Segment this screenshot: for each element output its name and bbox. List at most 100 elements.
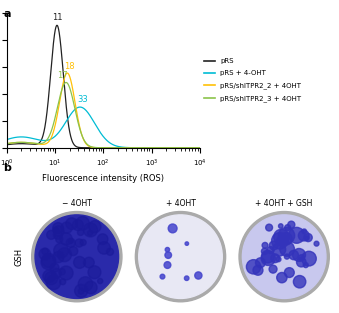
Circle shape [42,253,56,267]
Circle shape [195,272,202,279]
Circle shape [284,254,290,259]
Circle shape [305,236,309,240]
Circle shape [78,288,84,294]
Circle shape [50,263,59,272]
Text: b: b [3,163,11,173]
Circle shape [246,259,261,274]
Circle shape [314,241,319,246]
Circle shape [53,227,58,233]
Text: 33: 33 [78,95,88,105]
Circle shape [253,265,263,275]
Circle shape [298,230,309,241]
Circle shape [293,249,305,261]
Circle shape [68,239,74,244]
Circle shape [98,279,103,284]
Circle shape [66,238,75,248]
Circle shape [73,220,83,231]
Circle shape [60,233,72,245]
Circle shape [164,262,171,269]
Text: 17: 17 [57,71,67,80]
Circle shape [42,248,48,255]
Circle shape [261,248,268,254]
Circle shape [32,212,122,302]
Circle shape [298,255,304,261]
Text: GSH: GSH [15,248,23,266]
Circle shape [39,248,51,260]
Text: 18: 18 [64,62,75,71]
Circle shape [139,215,222,298]
Legend: pRS, pRS + 4-OHT, pRS/shITPR2_2 + 4OHT, pRS/shITPR2_3 + 4OHT: pRS, pRS + 4-OHT, pRS/shITPR2_2 + 4OHT, … [201,55,304,105]
Circle shape [43,270,55,282]
Circle shape [76,217,89,230]
X-axis label: Fluorescence intensity (ROS): Fluorescence intensity (ROS) [42,174,164,183]
Title: + 4OHT + GSH: + 4OHT + GSH [256,199,313,208]
Circle shape [266,224,273,231]
Circle shape [304,233,312,242]
Circle shape [303,263,308,268]
Circle shape [271,254,279,263]
Text: a: a [3,9,11,19]
Circle shape [52,268,61,278]
Circle shape [98,242,110,254]
Circle shape [293,275,306,288]
Circle shape [269,265,277,273]
Circle shape [54,226,64,236]
Circle shape [77,229,84,235]
Circle shape [135,212,226,302]
Circle shape [284,268,294,278]
Circle shape [89,221,101,233]
Circle shape [160,274,165,279]
Circle shape [261,250,274,263]
Circle shape [54,243,68,258]
Circle shape [256,258,265,268]
Circle shape [75,284,88,297]
Circle shape [277,272,287,283]
Circle shape [83,223,98,237]
Circle shape [66,218,78,229]
Circle shape [59,269,65,275]
Circle shape [280,233,292,245]
Circle shape [80,239,86,245]
Circle shape [165,248,170,252]
Circle shape [106,248,114,255]
Circle shape [168,224,177,233]
Circle shape [279,224,283,228]
Circle shape [262,243,268,248]
Circle shape [289,250,298,260]
Circle shape [274,229,289,244]
Title: − 4OHT: − 4OHT [62,199,92,208]
Circle shape [46,275,61,290]
Circle shape [74,256,85,268]
Circle shape [84,281,97,294]
Circle shape [84,257,94,268]
Circle shape [277,236,286,246]
Circle shape [288,227,304,243]
Circle shape [242,215,326,298]
Circle shape [269,241,278,250]
Circle shape [59,266,73,280]
Circle shape [53,251,64,263]
Circle shape [60,279,66,285]
Circle shape [97,234,108,244]
Circle shape [261,251,275,265]
Text: 11: 11 [52,13,62,22]
Circle shape [53,223,63,233]
Circle shape [278,227,295,244]
Circle shape [285,225,291,230]
Circle shape [88,266,101,279]
Circle shape [35,215,119,298]
Circle shape [87,230,93,235]
Circle shape [58,248,72,262]
Circle shape [45,272,58,285]
Circle shape [239,212,329,302]
Circle shape [69,247,78,256]
Circle shape [41,255,56,269]
Circle shape [61,222,72,233]
Circle shape [302,251,316,266]
Circle shape [288,221,295,228]
Circle shape [302,229,306,233]
Circle shape [165,252,172,259]
Circle shape [47,230,56,239]
Circle shape [280,242,294,256]
Circle shape [272,243,286,256]
